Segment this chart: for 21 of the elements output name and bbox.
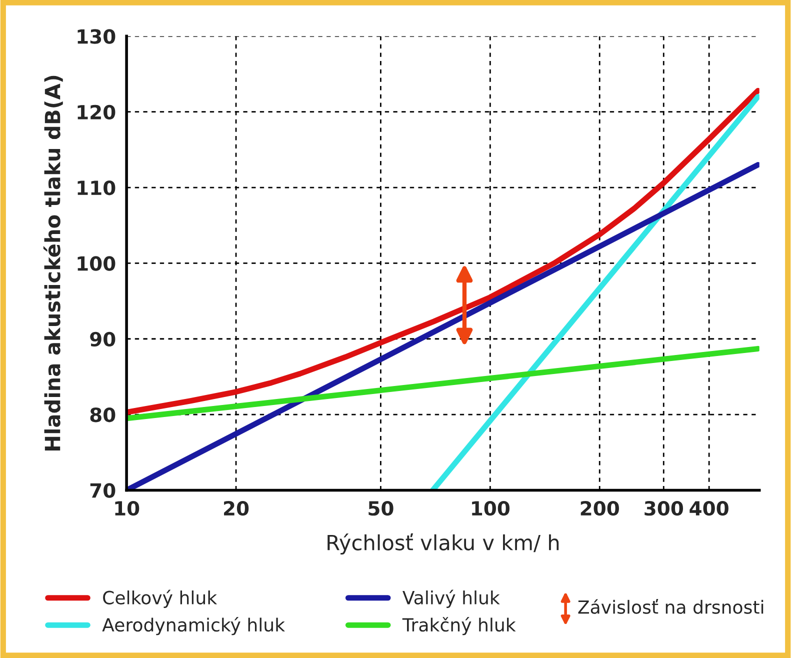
x-tick-label: 50 (368, 500, 394, 516)
y-tick-label: 80 (90, 407, 116, 422)
x-tick-label: 100 (472, 500, 510, 516)
x-tick-label: 200 (580, 500, 619, 516)
legend-label: Trakčný hluk (402, 616, 516, 636)
y-tick-label: 100 (78, 256, 116, 271)
y-tick-label: 120 (78, 104, 116, 120)
y-tick-label: 130 (78, 29, 116, 44)
x-tick-label: 400 (690, 500, 728, 516)
y-tick-label: 90 (90, 332, 116, 347)
y-tick-label: 70 (90, 483, 116, 498)
text: Závislosť na drsnosti (578, 599, 764, 614)
legend-label: Aerodynamický hluk (102, 616, 285, 636)
x-axis-title: Rýchlosť vlaku v km/ h (328, 533, 559, 555)
legend-label: Valivý hluk (402, 590, 500, 608)
x-tick-label: 20 (224, 500, 249, 516)
x-tick-label: 10 (115, 500, 140, 516)
y-axis-title: Hladina akustického tlaku dB(A) (43, 76, 63, 450)
y-tick-label: 110 (78, 180, 116, 196)
legend-label: Celkový hluk (103, 590, 218, 608)
x-tick-label: 300 (644, 500, 684, 516)
